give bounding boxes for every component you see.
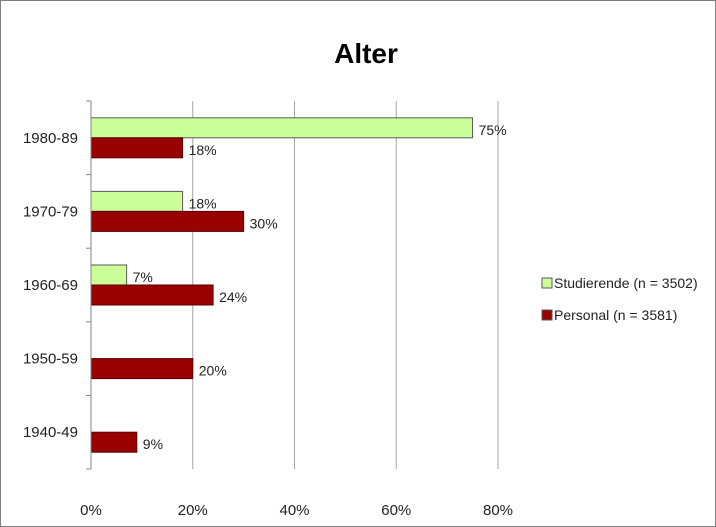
x-tick-label: 80% [483,502,513,519]
bars: 75% 18% 18% 30% 7% 24% 20% 9% [90,117,507,453]
bar-personal [90,431,138,453]
y-tick-label: 1970-79 [23,203,78,220]
x-tick-label: 0% [80,502,102,519]
legend: Studierende (n = 3502) Personal (n = 3581… [541,275,698,323]
y-tick-label: 1950-59 [23,351,78,368]
bar-studierende [90,117,474,139]
data-label: 7% [133,269,153,285]
bar-personal [90,284,214,306]
y-tick-label: 1960-69 [23,277,78,294]
data-label: 75% [479,122,507,138]
bar-personal [90,210,245,232]
legend-label: Studierende (n = 3502) [554,275,698,291]
data-label: 24% [219,289,247,305]
x-tick-label: 20% [178,502,208,519]
data-label: 18% [189,142,217,158]
bar-studierende [90,190,184,212]
axes: 0% 20% 40% 60% 80% 1980-89 1970-79 1960-69 1950-… [23,100,513,519]
gridlines [192,101,499,469]
legend-label: Personal (n = 3581) [554,307,677,323]
y-tick-label: 1980-89 [23,130,78,147]
data-label: 30% [250,215,278,231]
data-label: 20% [199,363,227,379]
y-tick-label: 1940-49 [23,424,78,441]
bar-studierende [90,264,128,286]
x-tick-label: 60% [381,502,411,519]
x-tick-label: 40% [279,502,309,519]
data-label: 18% [189,195,217,211]
data-label: 9% [143,436,163,452]
legend-swatch [541,309,553,321]
legend-swatch [541,277,553,289]
bar-personal [90,358,194,380]
bar-personal [90,137,184,159]
chart-title: Alter [334,38,398,69]
